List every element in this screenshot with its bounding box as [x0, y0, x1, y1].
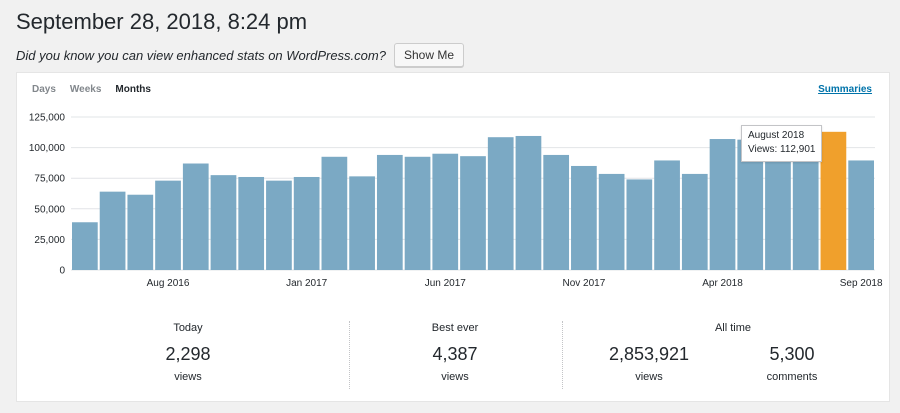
stat-alltime-comments-value: 5,300 — [769, 344, 815, 364]
y-tick-label: 0 — [59, 266, 65, 277]
bar[interactable] — [598, 173, 625, 270]
summaries-link[interactable]: Summaries — [818, 84, 872, 95]
tab-days[interactable]: Days — [32, 84, 56, 95]
period-tabs: Days Weeks Months — [32, 84, 165, 95]
bar[interactable] — [293, 176, 320, 270]
bar-highlighted[interactable] — [820, 131, 847, 270]
bar[interactable] — [404, 156, 431, 270]
y-tick-label: 100,000 — [29, 143, 66, 154]
bar[interactable] — [99, 191, 126, 270]
promo-notice: Did you know you can view enhanced stats… — [16, 43, 464, 67]
tooltip-views: Views: 112,901 — [748, 144, 816, 155]
tab-months[interactable]: Months — [115, 84, 151, 95]
bar[interactable] — [210, 175, 237, 270]
bar[interactable] — [571, 165, 597, 270]
bar[interactable] — [709, 139, 736, 270]
y-tick-label: 125,000 — [29, 113, 66, 124]
stat-today-value: 2,298 — [165, 344, 211, 364]
stat-best-label: Best ever — [431, 322, 479, 334]
bar[interactable] — [460, 156, 486, 270]
stat-alltime-views-unit: views — [635, 371, 663, 383]
bar[interactable] — [626, 179, 653, 270]
stat-divider — [349, 321, 350, 389]
x-tick-label: Aug 2016 — [147, 278, 190, 289]
x-tick-label: Nov 2017 — [562, 278, 605, 289]
stat-divider — [562, 321, 563, 389]
bar[interactable] — [765, 146, 791, 270]
bar[interactable] — [238, 176, 265, 270]
bar[interactable] — [792, 147, 819, 270]
show-me-button[interactable]: Show Me — [393, 43, 464, 67]
y-tick-label: 50,000 — [34, 204, 65, 215]
promo-text: Did you know you can view enhanced stats… — [16, 47, 386, 63]
page-title: September 28, 2018, 8:24 pm — [16, 9, 308, 34]
bar[interactable] — [487, 137, 514, 270]
bar[interactable] — [127, 194, 154, 270]
stat-alltime-views-value: 2,853,921 — [608, 344, 690, 364]
bar[interactable] — [72, 222, 98, 270]
stat-today-label: Today — [173, 322, 203, 334]
stat-best-value: 4,387 — [432, 344, 478, 364]
x-tick-label: Apr 2018 — [702, 278, 743, 289]
bar[interactable] — [321, 156, 348, 270]
chart-tooltip: August 2018 Views: 112,901 — [741, 125, 823, 162]
stats-panel: Days Weeks Months Summaries 0 25,000 50,00… — [16, 72, 890, 402]
bar[interactable] — [182, 163, 209, 270]
x-tick-label: Jun 2017 — [425, 278, 467, 289]
views-bar-chart: 0 25,000 50,000 75,000 100,000 125,000 Aug 201… — [29, 113, 883, 290]
stats-summary: Today 2,298 views Best ever 4,387 views … — [17, 317, 889, 397]
bar[interactable] — [376, 154, 403, 270]
bar[interactable] — [432, 153, 459, 270]
y-tick-label: 75,000 — [34, 174, 65, 185]
x-tick-label: Sep 2018 — [840, 278, 883, 289]
bar[interactable] — [543, 154, 570, 270]
bar[interactable] — [155, 180, 181, 270]
stat-alltime-label: All time — [714, 322, 752, 334]
stat-best-unit: views — [441, 371, 469, 383]
tab-weeks[interactable]: Weeks — [69, 84, 102, 95]
bar[interactable] — [848, 160, 874, 270]
y-tick-label: 25,000 — [34, 235, 65, 246]
stat-alltime-comments-unit: comments — [766, 371, 818, 383]
bar[interactable] — [266, 180, 292, 270]
bar[interactable] — [349, 176, 375, 270]
bar[interactable] — [681, 173, 708, 270]
bar[interactable] — [515, 135, 542, 270]
bar[interactable] — [654, 160, 680, 270]
x-tick-label: Jan 2017 — [286, 278, 328, 289]
tooltip-title: August 2018 — [748, 130, 805, 141]
stat-today-unit: views — [174, 371, 202, 383]
